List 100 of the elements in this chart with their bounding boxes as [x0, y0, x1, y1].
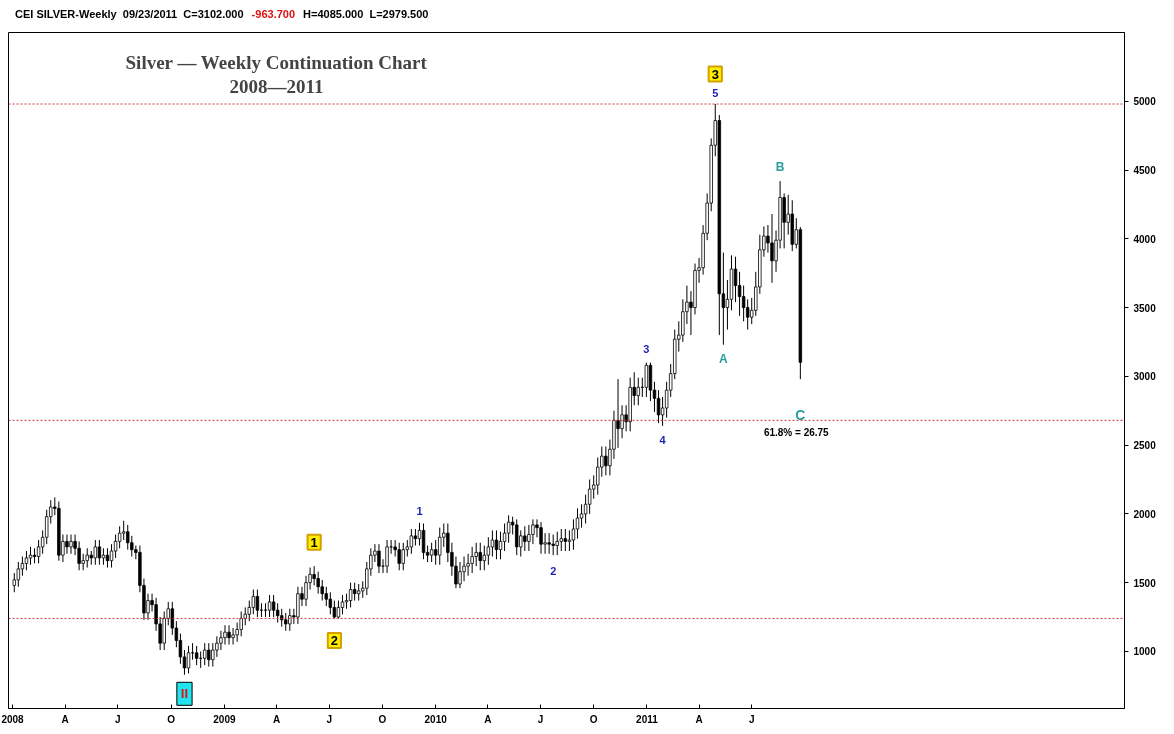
- candlestick: [121, 520, 126, 541]
- x-tick-label: O: [589, 713, 598, 725]
- candlestick: [523, 525, 527, 552]
- candlestick: [194, 645, 199, 666]
- x-tick-label: J: [748, 713, 755, 725]
- candlestick: [16, 561, 21, 588]
- candlestick: [267, 594, 272, 618]
- candlestick: [470, 546, 474, 574]
- candlestick: [207, 642, 211, 668]
- text: H=4085.000 L=2979.500: [303, 8, 429, 20]
- candlestick: [401, 542, 405, 571]
- annotation: C: [795, 407, 806, 424]
- x-tick-label: J: [537, 713, 544, 725]
- candlestick: [656, 389, 661, 424]
- candlestick: [433, 539, 438, 566]
- text: Silver — Weekly Continuation Chart: [125, 51, 428, 73]
- candlestick: [235, 622, 239, 643]
- candlestick: [506, 514, 511, 544]
- annotation: 61.8% = 26.75: [763, 426, 830, 438]
- candlestick: [567, 529, 572, 552]
- candlestick: [109, 543, 114, 569]
- candlestick: [770, 213, 774, 284]
- y-tick-label: 2500: [1133, 440, 1157, 452]
- candlestick: [745, 298, 750, 331]
- x-tick-label: 2009: [213, 713, 236, 725]
- candlestick: [575, 507, 580, 540]
- candlestick: [547, 532, 551, 555]
- candlestick: [636, 377, 640, 406]
- annotation: 1: [416, 504, 423, 517]
- candlestick: [438, 527, 442, 566]
- x-tick-label: J: [115, 713, 121, 725]
- x-tick-label: J: [326, 713, 332, 725]
- annotation: 3: [711, 66, 719, 82]
- candlestick: [223, 624, 227, 646]
- y-tick-label: 3000: [1133, 371, 1157, 383]
- candlestick: [117, 525, 122, 549]
- candlestick: [231, 627, 235, 646]
- y-tick-label: 1000: [1133, 646, 1157, 658]
- candlestick: [340, 594, 345, 615]
- candlestick: [255, 589, 260, 618]
- annotation: 4: [659, 433, 667, 446]
- candlestick: [105, 547, 110, 569]
- candlestick: [12, 572, 16, 593]
- candlestick: [644, 362, 649, 398]
- candlestick: [397, 542, 401, 571]
- annotation: II: [180, 686, 189, 702]
- candlestick: [385, 539, 389, 574]
- x-tick-label: 2010: [424, 713, 448, 725]
- candlestick: [587, 479, 592, 515]
- annotation: B: [775, 160, 785, 175]
- candlestick: [215, 635, 219, 658]
- x-tick-label: O: [167, 713, 176, 725]
- candlestick: [559, 528, 563, 552]
- y-tick-label: 4000: [1133, 233, 1157, 245]
- y-tick-label: 3500: [1133, 302, 1157, 314]
- annotation: 2: [330, 632, 339, 648]
- annotation: 2: [550, 565, 557, 578]
- annotation: 5: [712, 87, 719, 100]
- x-tick-label: 2011: [636, 713, 659, 725]
- candlestick: [130, 535, 134, 558]
- candlestick: [737, 271, 742, 317]
- x-tick-label: A: [695, 713, 703, 725]
- y-tick-label: 2000: [1133, 508, 1157, 520]
- candlestick: [296, 586, 300, 625]
- candlestick: [498, 531, 503, 560]
- candlestick: [478, 542, 482, 571]
- candlestick: [486, 536, 491, 566]
- candlestick: [328, 591, 333, 615]
- candlestick: [288, 608, 292, 632]
- annotation: A: [719, 351, 729, 366]
- x-tick-label: A: [484, 713, 492, 725]
- candlestick: [458, 561, 462, 589]
- x-tick-label: O: [378, 713, 387, 725]
- candlestick: [563, 528, 568, 552]
- candlestick: [482, 545, 487, 571]
- candlestick: [275, 602, 280, 624]
- candlestick: [571, 518, 576, 551]
- y-tick-label: 4500: [1133, 165, 1157, 177]
- candlestick: [247, 600, 251, 622]
- candlestick: [494, 529, 499, 560]
- candlestick: [539, 521, 543, 555]
- text: -963.700: [251, 8, 296, 20]
- candlestick: [377, 543, 381, 574]
- text: 2008—2011: [229, 75, 324, 97]
- x-tick-label: A: [61, 713, 69, 725]
- y-tick-label: 5000: [1133, 96, 1157, 108]
- candlestick: [203, 642, 207, 666]
- y-tick-label: 1500: [1133, 577, 1157, 589]
- candlestick: [421, 523, 426, 560]
- candlestick: [65, 534, 69, 555]
- candlestick: [733, 256, 738, 303]
- candlestick: [555, 531, 559, 556]
- x-tick-label: 2008: [1, 713, 25, 725]
- candlestick: [604, 445, 608, 476]
- candlestick: [93, 539, 98, 566]
- candlestick: [312, 565, 316, 586]
- annotation: 3: [643, 342, 650, 355]
- candlestick: [69, 534, 73, 555]
- candlestick: [551, 534, 555, 556]
- x-tick-label: A: [272, 713, 281, 725]
